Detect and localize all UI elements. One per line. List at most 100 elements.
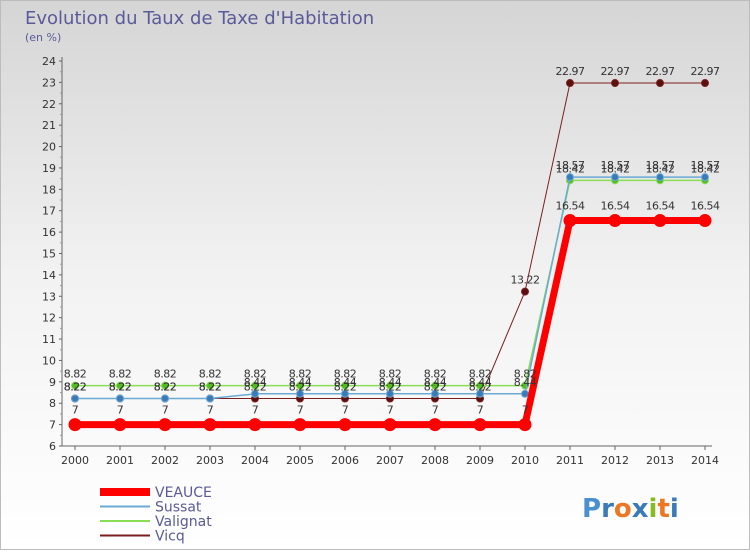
data-label: 18.57 <box>691 159 720 172</box>
legend-label: Valignat <box>155 514 212 530</box>
axes: 6 7 8 9 10 11 12 13 14 15 16 17 18 19 20 21 22 23 24 2000 20… <box>42 55 719 467</box>
data-label: 8.22 <box>244 381 267 394</box>
data-label: 13.22 <box>511 274 540 287</box>
x-tick-label: 2010 <box>511 454 539 467</box>
y-tick-label: 6 <box>49 440 56 453</box>
legend-label: Sussat <box>155 500 202 516</box>
data-point <box>521 287 529 296</box>
data-point <box>206 394 214 403</box>
data-label: 8.44 <box>424 376 447 389</box>
data-label: 8.22 <box>289 381 312 394</box>
logo-letter: i <box>670 494 679 524</box>
data-label: 8.82 <box>289 368 312 381</box>
y-tick-label: 10 <box>42 354 56 367</box>
y-tick-label: 20 <box>42 141 56 154</box>
data-point <box>611 79 619 88</box>
data-label: 8.82 <box>514 368 537 381</box>
data-label: 22.97 <box>691 65 720 78</box>
data-point <box>656 173 664 182</box>
data-label: 7 <box>297 404 304 417</box>
data-point <box>701 173 709 182</box>
data-point <box>563 214 577 228</box>
data-point <box>293 418 307 432</box>
data-label: 8.22 <box>469 381 492 394</box>
data-point <box>341 389 349 398</box>
data-label: 18.57 <box>556 159 585 172</box>
data-point <box>116 381 124 390</box>
y-tick-label: 17 <box>42 205 56 218</box>
x-tick-label: 2005 <box>286 454 314 467</box>
data-labels-vicq: 8.22 8.22 8.22 8.22 8.22 8.22 8.22 8.22 8.22 8.22… <box>64 65 721 394</box>
data-point <box>653 214 667 228</box>
data-label: 7 <box>387 404 394 417</box>
series-veauce <box>68 214 712 432</box>
data-label: 8.82 <box>379 368 402 381</box>
data-point <box>611 173 619 182</box>
data-label: 7 <box>117 404 124 417</box>
data-point <box>251 381 259 390</box>
proxiti-logo: Proxiti <box>582 494 679 524</box>
data-point <box>386 381 394 390</box>
data-point <box>428 418 442 432</box>
y-tick-label: 11 <box>42 333 56 346</box>
y-tick-label: 23 <box>42 76 56 89</box>
data-label: 8.22 <box>379 381 402 394</box>
data-point <box>431 389 439 398</box>
data-label: 16.54 <box>601 200 630 213</box>
logo-letter: t <box>657 494 669 524</box>
y-tick-label: 12 <box>42 312 56 325</box>
data-point <box>386 389 394 398</box>
x-tick-label: 2003 <box>196 454 224 467</box>
data-label: 18.42 <box>601 162 630 175</box>
data-labels-veauce: 7 7 7 7 7 7 7 7 7 7 7 16.54 16.54 16.54 16.54 <box>72 200 721 417</box>
data-point <box>431 381 439 390</box>
data-label: 18.57 <box>646 159 675 172</box>
data-point <box>698 214 712 228</box>
data-point <box>338 418 352 432</box>
data-label: 18.57 <box>601 159 630 172</box>
data-point <box>341 381 349 390</box>
data-label: 8.82 <box>244 368 267 381</box>
data-point <box>473 418 487 432</box>
data-point <box>476 389 484 398</box>
data-label: 8.44 <box>469 376 492 389</box>
data-label: 8.82 <box>64 368 87 381</box>
data-label: 8.44 <box>334 376 357 389</box>
data-label: 22.97 <box>601 65 630 78</box>
x-tick-label: 2008 <box>421 454 449 467</box>
x-tick-label: 2014 <box>691 454 719 467</box>
data-label: 7 <box>207 404 214 417</box>
data-point <box>71 381 79 390</box>
data-label: 18.42 <box>691 162 720 175</box>
data-label: 7 <box>252 404 259 417</box>
data-label: 7 <box>477 404 484 417</box>
y-tick-label: 16 <box>42 226 56 239</box>
x-tick-label: 2001 <box>106 454 134 467</box>
proxiti-logo-text: Proxiti <box>582 494 679 524</box>
data-label: 16.54 <box>556 200 585 213</box>
data-label: 8.44 <box>289 376 312 389</box>
y-tick-label: 13 <box>42 290 56 303</box>
data-labels-sussat: 8.22 8.22 8.22 8.22 8.44 8.44 8.44 8.44 8.44 8.44… <box>64 159 721 394</box>
data-point <box>566 173 574 182</box>
data-point <box>383 418 397 432</box>
data-label: 8.22 <box>199 381 222 394</box>
series-layer: 8.22 8.22 8.22 8.22 8.22 8.22 8.22 8.22 8.22 8.22… <box>64 65 721 432</box>
data-label: 8.44 <box>244 376 267 389</box>
data-label: 8.82 <box>154 368 177 381</box>
data-label: 8.22 <box>109 381 132 394</box>
y-tick-label: 22 <box>42 98 56 111</box>
data-point <box>251 389 259 398</box>
data-point <box>206 381 214 390</box>
data-label: 8.22 <box>64 381 87 394</box>
x-tick-label: 2004 <box>241 454 269 467</box>
data-label: 22.97 <box>556 65 585 78</box>
data-label: 8.22 <box>64 381 87 394</box>
data-point <box>68 418 82 432</box>
data-point <box>476 381 484 390</box>
data-label: 16.54 <box>646 200 675 213</box>
y-tick-label: 7 <box>49 419 56 432</box>
